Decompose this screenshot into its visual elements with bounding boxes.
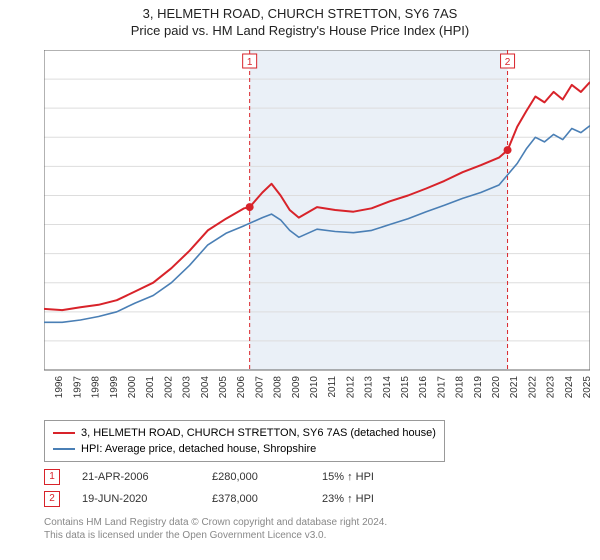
chart-legend: 3, HELMETH ROAD, CHURCH STRETTON, SY6 7A… — [44, 420, 445, 462]
svg-text:2004: 2004 — [200, 376, 211, 399]
marker-pct: 23% ↑ HPI — [322, 493, 422, 505]
svg-text:2008: 2008 — [273, 376, 284, 399]
svg-text:2022: 2022 — [527, 376, 538, 399]
svg-text:2024: 2024 — [564, 376, 575, 399]
svg-text:2007: 2007 — [254, 376, 265, 399]
svg-text:2010: 2010 — [309, 376, 320, 399]
svg-text:2016: 2016 — [418, 376, 429, 399]
svg-text:2013: 2013 — [364, 376, 375, 399]
marker-badge-2: 2 — [44, 491, 60, 507]
svg-text:1: 1 — [247, 57, 253, 68]
svg-text:2006: 2006 — [236, 376, 247, 399]
attribution-footer: Contains HM Land Registry data © Crown c… — [44, 516, 387, 542]
marker-row: 2 19-JUN-2020 £378,000 23% ↑ HPI — [44, 488, 422, 510]
legend-label: HPI: Average price, detached house, Shro… — [81, 441, 316, 457]
svg-text:2020: 2020 — [491, 376, 502, 399]
svg-text:2021: 2021 — [509, 376, 520, 399]
marker-date: 21-APR-2006 — [82, 471, 212, 483]
legend-swatch-property — [53, 432, 75, 434]
svg-text:2000: 2000 — [127, 376, 138, 399]
svg-text:2005: 2005 — [218, 376, 229, 399]
marker-row: 1 21-APR-2006 £280,000 15% ↑ HPI — [44, 466, 422, 488]
svg-text:2017: 2017 — [436, 376, 447, 399]
marker-date: 19-JUN-2020 — [82, 493, 212, 505]
svg-text:2011: 2011 — [327, 376, 338, 398]
page-title: 3, HELMETH ROAD, CHURCH STRETTON, SY6 7A… — [0, 6, 600, 21]
svg-text:2012: 2012 — [345, 376, 356, 399]
svg-text:2001: 2001 — [145, 376, 156, 399]
legend-item: HPI: Average price, detached house, Shro… — [53, 441, 436, 457]
svg-text:1998: 1998 — [91, 376, 102, 399]
svg-text:1996: 1996 — [54, 376, 65, 399]
marker-price: £280,000 — [212, 471, 322, 483]
title-block: 3, HELMETH ROAD, CHURCH STRETTON, SY6 7A… — [0, 0, 600, 38]
svg-text:2023: 2023 — [546, 376, 557, 399]
svg-text:2009: 2009 — [291, 376, 302, 399]
svg-text:2018: 2018 — [455, 376, 466, 399]
legend-item: 3, HELMETH ROAD, CHURCH STRETTON, SY6 7A… — [53, 425, 436, 441]
svg-text:1997: 1997 — [72, 376, 83, 399]
svg-text:2019: 2019 — [473, 376, 484, 399]
svg-text:2: 2 — [505, 57, 511, 68]
svg-text:1995: 1995 — [44, 376, 47, 399]
svg-text:2014: 2014 — [382, 376, 393, 399]
svg-text:2025: 2025 — [582, 376, 590, 399]
price-chart: £0£50K£100K£150K£200K£250K£300K£350K£400… — [44, 50, 590, 400]
marker-table: 1 21-APR-2006 £280,000 15% ↑ HPI 2 19-JU… — [44, 466, 422, 510]
legend-label: 3, HELMETH ROAD, CHURCH STRETTON, SY6 7A… — [81, 425, 436, 441]
marker-badge-1: 1 — [44, 469, 60, 485]
footer-line: Contains HM Land Registry data © Crown c… — [44, 516, 387, 529]
svg-text:2003: 2003 — [182, 376, 193, 399]
legend-swatch-hpi — [53, 448, 75, 450]
marker-pct: 15% ↑ HPI — [322, 471, 422, 483]
svg-text:2015: 2015 — [400, 376, 411, 399]
footer-line: This data is licensed under the Open Gov… — [44, 529, 387, 542]
svg-text:1999: 1999 — [109, 376, 120, 399]
page-subtitle: Price paid vs. HM Land Registry's House … — [0, 23, 600, 38]
marker-price: £378,000 — [212, 493, 322, 505]
svg-text:2002: 2002 — [163, 376, 174, 399]
